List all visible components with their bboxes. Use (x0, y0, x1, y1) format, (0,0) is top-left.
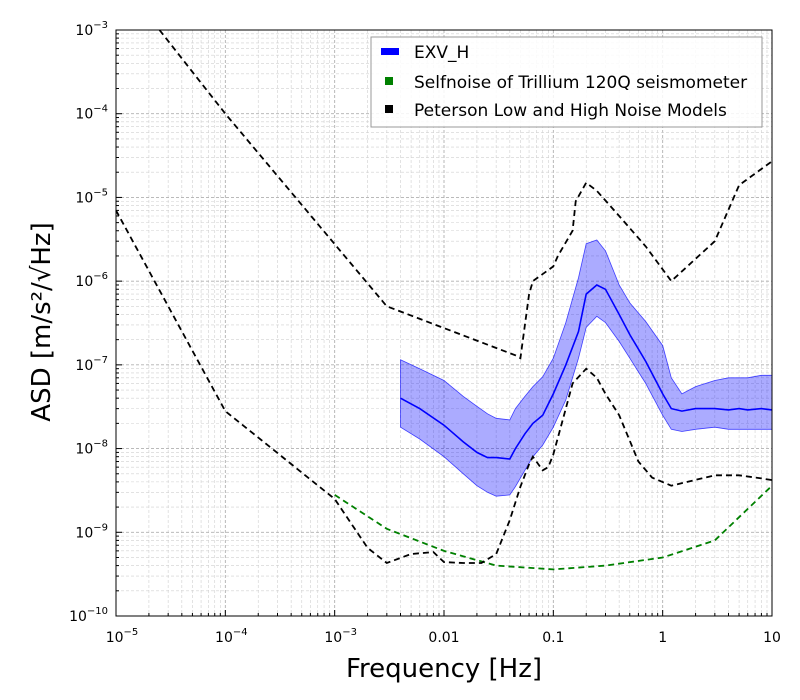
y-tick-label: 10−6 (75, 271, 108, 290)
y-tick-label: 10−5 (75, 187, 108, 206)
x-tick-label: 10 (763, 630, 781, 646)
legend-swatch-exv-h (381, 48, 399, 55)
y-tick-label: 10−3 (75, 20, 108, 39)
legend-swatch-trillium (385, 77, 393, 85)
y-axis-title: ASD [m/s²/√Hz] (27, 222, 57, 421)
y-tick-label: 10−4 (75, 104, 108, 123)
x-tick-label: 10−4 (215, 627, 248, 646)
y-tick-label: 10−10 (69, 606, 108, 625)
legend-label-trillium: Selfnoise of Trillium 120Q seismometer (414, 73, 747, 93)
legend-label-peterson: Peterson Low and High Noise Models (414, 101, 727, 121)
y-tick-labels: 10−10 10−9 10−8 10−7 10−6 10−5 10−4 10−3 (69, 20, 108, 625)
legend: EXV_H Selfnoise of Trillium 120Q seismom… (370, 36, 763, 128)
y-tick-label: 10−9 (75, 522, 108, 541)
x-axis-title: Frequency [Hz] (346, 654, 542, 684)
series-line-peterson-low-noise-model (115, 209, 773, 565)
series-lines (115, 29, 773, 571)
axis-ticks (115, 33, 768, 617)
legend-box (370, 36, 763, 128)
x-tick-label: 10−3 (324, 627, 357, 646)
x-tick-labels: 10−5 10−4 10−3 0.01 0.1 1 10 (106, 627, 781, 646)
x-tick-label: 0.01 (428, 630, 459, 646)
series-line-exv-h (400, 284, 773, 460)
series-line-selfnoise-of-trillium-120q-seismometer (334, 485, 773, 571)
legend-label-exv-h: EXV_H (414, 43, 469, 63)
y-tick-label: 10−8 (75, 439, 108, 458)
x-tick-label: 10−5 (106, 627, 139, 646)
legend-swatch-peterson (385, 105, 393, 113)
y-tick-label: 10−7 (75, 355, 108, 374)
x-tick-label: 0.1 (542, 630, 564, 646)
x-tick-label: 1 (658, 630, 667, 646)
series-line-peterson-high-noise-model (158, 29, 773, 360)
